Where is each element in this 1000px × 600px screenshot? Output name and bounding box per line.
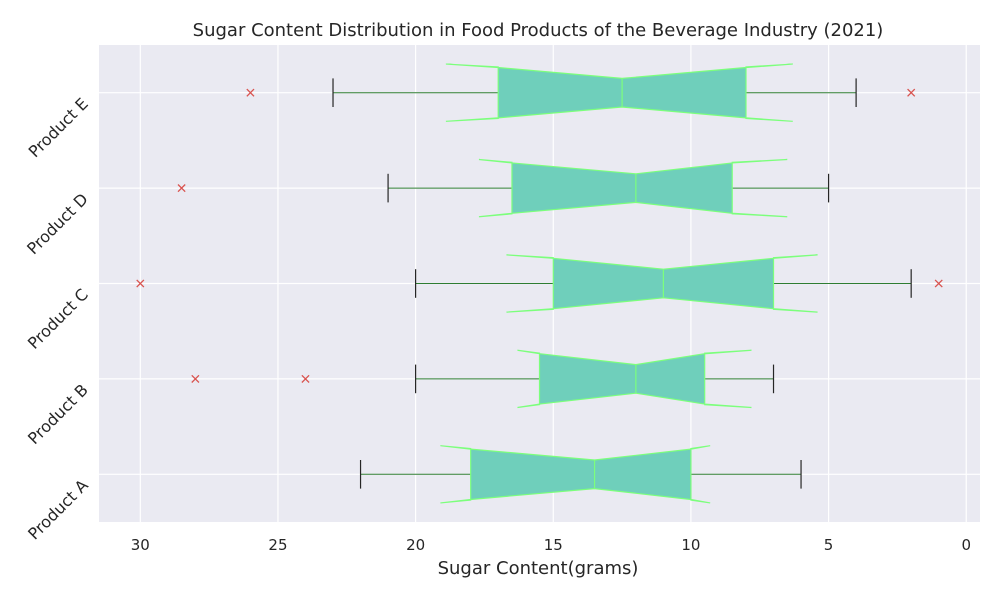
outlier-marker (246, 88, 255, 97)
outlier-stroke (136, 279, 145, 288)
box-group (359, 445, 802, 504)
x-tick-label: 30 (131, 536, 150, 554)
box-group (191, 349, 775, 409)
x-tick-label: 5 (824, 536, 834, 554)
y-category-label: Product E (25, 94, 92, 161)
outlier-marker (177, 184, 186, 193)
chart-title: Sugar Content Distribution in Food Produ… (193, 20, 884, 41)
x-tick-label: 15 (544, 536, 563, 554)
outlier-stroke (934, 279, 943, 288)
outlier-marker (136, 279, 145, 288)
outlier-stroke (907, 88, 916, 97)
notched-box (478, 158, 788, 218)
y-tick-layer: Product A Product B Product C Product D Prod… (23, 94, 92, 543)
box-group (246, 63, 916, 122)
x-axis-label: Sugar Content(grams) (438, 558, 639, 579)
x-tick-label: 20 (406, 536, 425, 554)
box-group (136, 254, 943, 313)
x-tick-label: 25 (268, 536, 287, 554)
box-layer (136, 63, 943, 504)
notched-box (440, 445, 711, 504)
box-group (177, 158, 830, 218)
outlier-marker (301, 374, 310, 383)
x-tick-label: 0 (961, 536, 971, 554)
outlier-stroke (191, 374, 200, 383)
x-tick-layer: 30 25 20 15 10 5 0 (131, 536, 971, 554)
outlier-marker (934, 279, 943, 288)
outlier-stroke (246, 88, 255, 97)
notched-box (445, 63, 793, 122)
outlier-stroke (177, 184, 186, 193)
y-category-label: Product D (23, 189, 92, 258)
y-category-label: Product A (24, 476, 92, 544)
notched-box (506, 254, 818, 313)
outlier-stroke (301, 374, 310, 383)
y-category-label: Product C (24, 285, 92, 353)
y-category-label: Product B (24, 380, 92, 448)
outlier-marker (191, 374, 200, 383)
notched-box (517, 349, 752, 409)
x-tick-label: 10 (681, 536, 700, 554)
outlier-marker (907, 88, 916, 97)
